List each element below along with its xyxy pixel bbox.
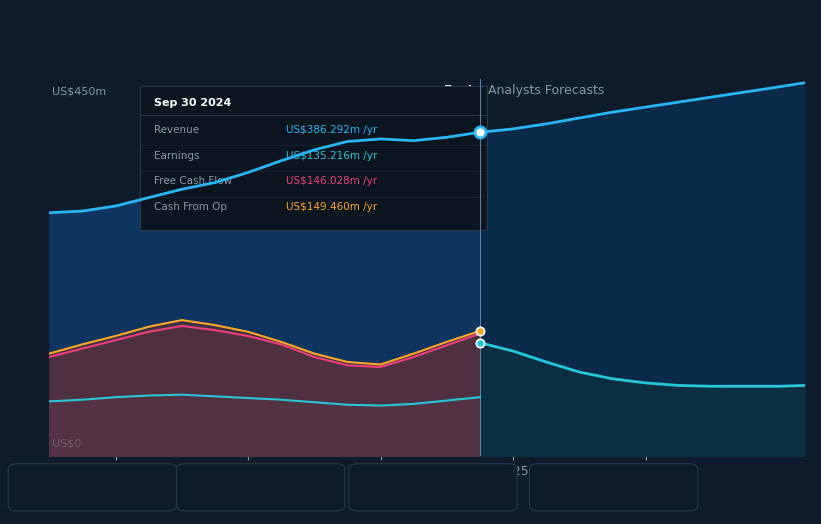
Text: ●: ● <box>30 483 39 494</box>
Text: US$0: US$0 <box>52 439 81 449</box>
Text: Revenue: Revenue <box>48 483 96 494</box>
Text: Analysts Forecasts: Analysts Forecasts <box>488 84 604 97</box>
Text: Free Cash Flow: Free Cash Flow <box>388 483 472 494</box>
Text: Earnings: Earnings <box>216 483 264 494</box>
Text: ●: ● <box>371 483 379 494</box>
Text: US$450m: US$450m <box>52 86 106 96</box>
Text: Cash From Op: Cash From Op <box>569 483 647 494</box>
Text: ●: ● <box>552 483 560 494</box>
Text: ●: ● <box>199 483 207 494</box>
Text: Past: Past <box>444 84 475 97</box>
